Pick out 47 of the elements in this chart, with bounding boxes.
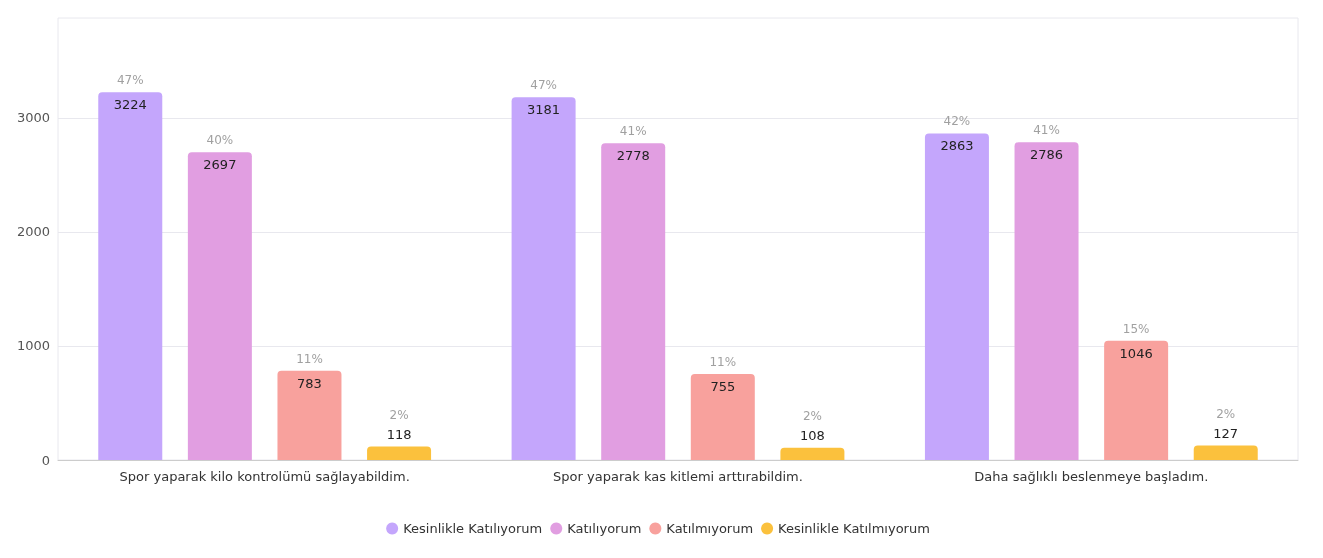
data-label: 118 [386,426,412,442]
legend-label: Katılmıyorum [666,521,754,536]
data-label: 108 [799,427,825,443]
y-tick-label: 1000 [16,338,50,354]
bar [1104,340,1169,460]
annotation: 41% [1033,123,1060,138]
bar [511,97,576,460]
legend-label: Kesinlikle Katılıyorum [403,521,543,536]
y-tick-label: 0 [41,452,50,468]
annotation: 15% [1122,321,1150,336]
data-label: 3181 [527,102,561,118]
x-tick-label: Spor yaparak kilo kontrolümü sağlayabildim. [119,469,410,484]
data-label: 2778 [616,148,650,164]
bar [1193,445,1258,460]
bar [187,152,252,460]
data-label: 3224 [113,97,147,113]
annotation: 47% [530,78,557,93]
bar [1014,142,1079,460]
y-tick-label: 2000 [16,224,50,240]
data-label: 2863 [940,138,974,154]
annotation: 11% [709,354,737,369]
legend-label: Kesinlikle Katılmıyorum [778,521,930,536]
annotation: 41% [619,124,647,139]
annotation: 2% [1216,406,1236,421]
y-tick-label: 3000 [16,110,50,126]
annotation: 11% [296,351,323,366]
annotation: 2% [802,408,822,423]
annotation: 47% [116,73,144,88]
legend-label: Katılıyorum [567,521,642,536]
annotation: 2% [389,407,409,422]
data-label: 2786 [1029,147,1064,163]
bar [277,370,342,460]
bar [690,373,755,460]
bar [780,447,845,460]
x-tick-label: Daha sağlıklı beslenmeye başladım. [974,469,1209,484]
bar [367,446,432,460]
x-tick-label: Spor yaparak kas kitlemi arttırabildim. [553,469,803,484]
bar [601,143,666,460]
data-label: 127 [1213,425,1239,441]
data-label: 783 [297,375,322,391]
bar [98,92,163,460]
bar [924,133,989,460]
data-label: 1046 [1119,345,1153,361]
annotation: 40% [206,133,234,148]
annotation: 42% [943,114,971,129]
data-label: 2697 [203,157,237,173]
data-label: 755 [710,378,736,394]
